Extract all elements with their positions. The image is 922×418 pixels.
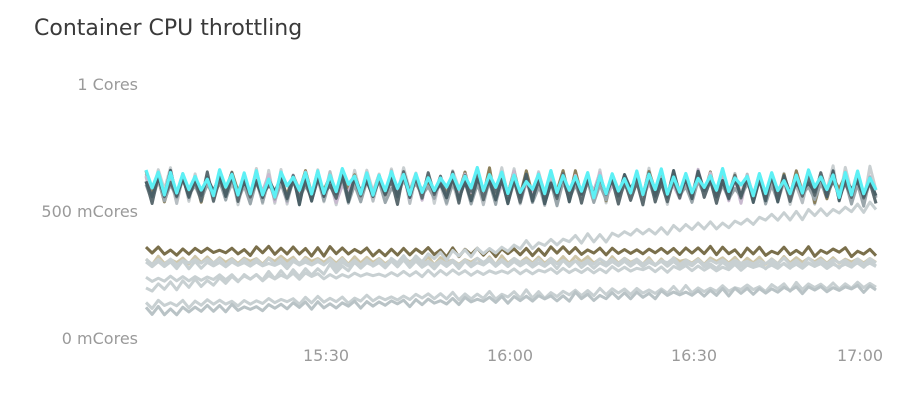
series-line	[145, 260, 877, 283]
series-line	[144, 244, 878, 259]
x-tick-label: 17:00	[837, 346, 883, 365]
y-axis: 1 Cores 500 mCores 0 mCores	[41, 75, 138, 348]
series-line	[145, 256, 877, 267]
x-axis: 15:30 16:00 16:30 17:00	[303, 346, 883, 365]
series-line	[144, 283, 877, 317]
series-line	[144, 280, 877, 310]
y-tick-label: 0 mCores	[62, 329, 138, 348]
y-tick-label: 500 mCores	[41, 202, 138, 221]
series-line	[144, 165, 878, 200]
x-tick-label: 16:00	[487, 346, 533, 365]
y-tick-label: 1 Cores	[77, 75, 138, 94]
x-tick-label: 15:30	[303, 346, 349, 365]
series-lines	[144, 164, 878, 317]
series-line	[145, 200, 878, 293]
chart-title: Container CPU throttling	[34, 16, 303, 41]
x-tick-label: 16:30	[671, 346, 717, 365]
